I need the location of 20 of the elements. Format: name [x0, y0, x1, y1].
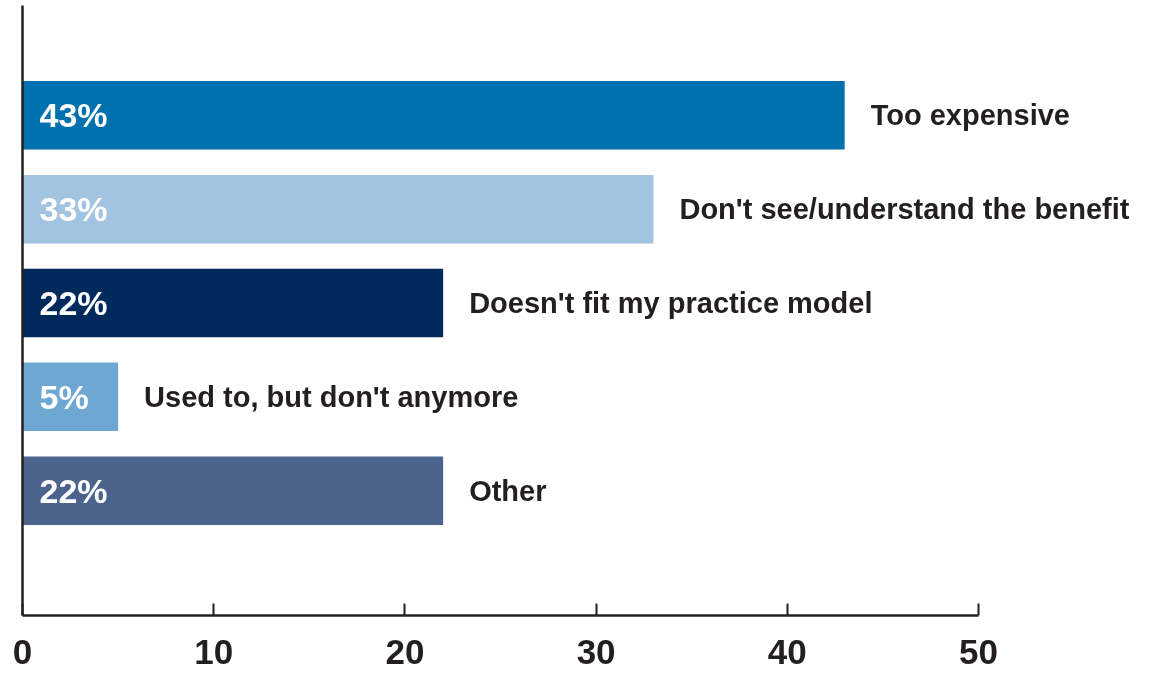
- x-tick-label: 40: [767, 631, 807, 671]
- data-label: 22%: [39, 283, 108, 322]
- data-label: 33%: [39, 190, 108, 229]
- y-tick-label: Used to, but don't anymore: [144, 380, 519, 413]
- bar: [22, 174, 654, 244]
- data-label: 22%: [39, 471, 108, 510]
- y-tick-label: Don't see/understand the benefit: [679, 193, 1130, 226]
- x-tick-label: 20: [385, 631, 425, 671]
- bar: [22, 81, 845, 150]
- bar: [22, 268, 444, 338]
- data-label: 43%: [39, 96, 108, 135]
- y-tick-label: Too expensive: [870, 99, 1070, 132]
- x-tick-label: 10: [194, 631, 234, 671]
- data-label: 5%: [39, 377, 89, 416]
- y-tick-label: Doesn't fit my practice model: [469, 286, 873, 319]
- x-tick-label: 0: [12, 631, 33, 671]
- y-tick-label: Other: [469, 474, 547, 507]
- x-tick-label: 30: [576, 631, 616, 671]
- bar: [22, 456, 444, 525]
- x-tick-label: 50: [959, 631, 998, 671]
